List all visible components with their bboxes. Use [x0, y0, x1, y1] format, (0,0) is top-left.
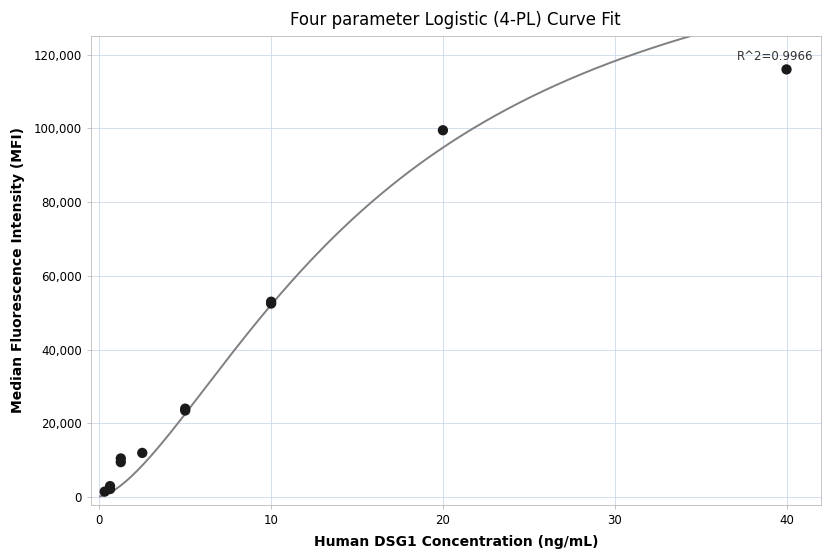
- Point: [780, 65, 793, 74]
- Point: [103, 484, 116, 493]
- Point: [98, 487, 111, 496]
- Point: [136, 449, 149, 458]
- X-axis label: Human DSG1 Concentration (ng/mL): Human DSG1 Concentration (ng/mL): [314, 535, 598, 549]
- Point: [114, 458, 127, 466]
- Title: Four parameter Logistic (4-PL) Curve Fit: Four parameter Logistic (4-PL) Curve Fit: [290, 11, 622, 29]
- Point: [114, 454, 127, 463]
- Text: R^2=0.9966: R^2=0.9966: [737, 50, 814, 63]
- Y-axis label: Median Fluorescence Intensity (MFI): Median Fluorescence Intensity (MFI): [11, 127, 25, 413]
- Point: [179, 406, 192, 415]
- Point: [179, 404, 192, 413]
- Point: [103, 482, 116, 491]
- Point: [265, 299, 278, 308]
- Point: [265, 297, 278, 306]
- Point: [436, 126, 449, 135]
